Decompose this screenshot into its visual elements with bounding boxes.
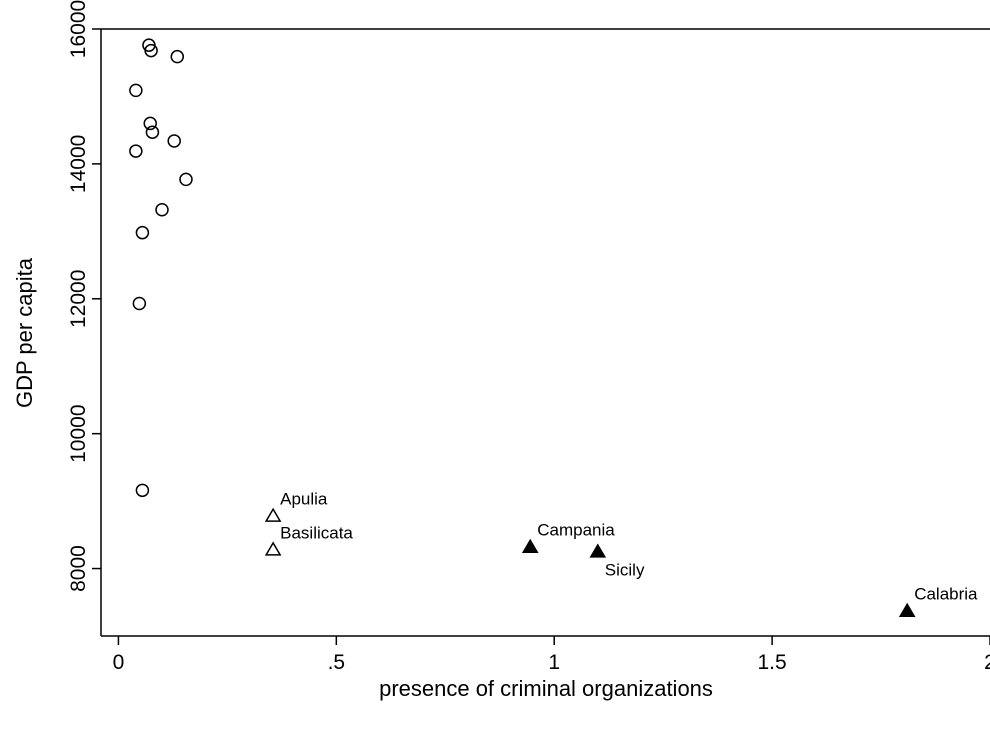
point-label-s2-0: Campania [537,521,615,540]
point-s0-9 [155,203,169,217]
point-s0-1 [144,43,158,58]
y-tick-label-3: 14000 [67,135,90,193]
y-tick-label-4: 16000 [67,0,90,58]
y-tick-label-2: 12000 [67,270,90,328]
x-tick-label-4: 2 [984,651,990,674]
y-axis-ticks: 8000 10000 12000 14000 16000 [67,0,101,592]
point-s0-4 [143,116,157,131]
point-s2-2 [898,602,916,618]
point-label-s1-1: Basilicata [280,523,353,542]
x-tick-label-1: .5 [328,651,346,674]
point-s0-10 [135,225,150,240]
point-s0-6 [167,134,181,148]
data-points [129,38,916,618]
point-label-s2-1: Sicily [605,560,645,579]
y-tick-label-1: 10000 [67,404,90,462]
x-tick-label-0: 0 [113,651,125,674]
point-s2-0 [521,538,539,553]
point-label-s2-2: Calabria [914,585,978,604]
point-s0-8 [179,172,193,187]
point-s0-3 [129,83,143,98]
point-s0-12 [135,483,150,498]
y-tick-label-0: 8000 [67,545,90,592]
point-s0-2 [170,49,185,64]
x-axis-ticks: 0 .5 1 1.5 2 [113,636,990,674]
point-s0-7 [129,144,143,158]
point-s1-1 [264,541,282,556]
point-s1-0 [264,507,282,522]
point-s2-1 [589,543,607,558]
y-axis-title: GDP per capita [12,257,37,408]
x-tick-label-3: 1.5 [758,651,787,674]
x-tick-label-2: 1 [548,651,560,674]
point-labels: Apulia Basilicata Campania Sicily Calabria [280,490,978,604]
point-s0-11 [132,296,147,311]
x-axis-title: presence of criminal organizations [379,676,713,701]
point-s0-5 [145,125,160,139]
point-label-s1-0: Apulia [280,490,328,509]
